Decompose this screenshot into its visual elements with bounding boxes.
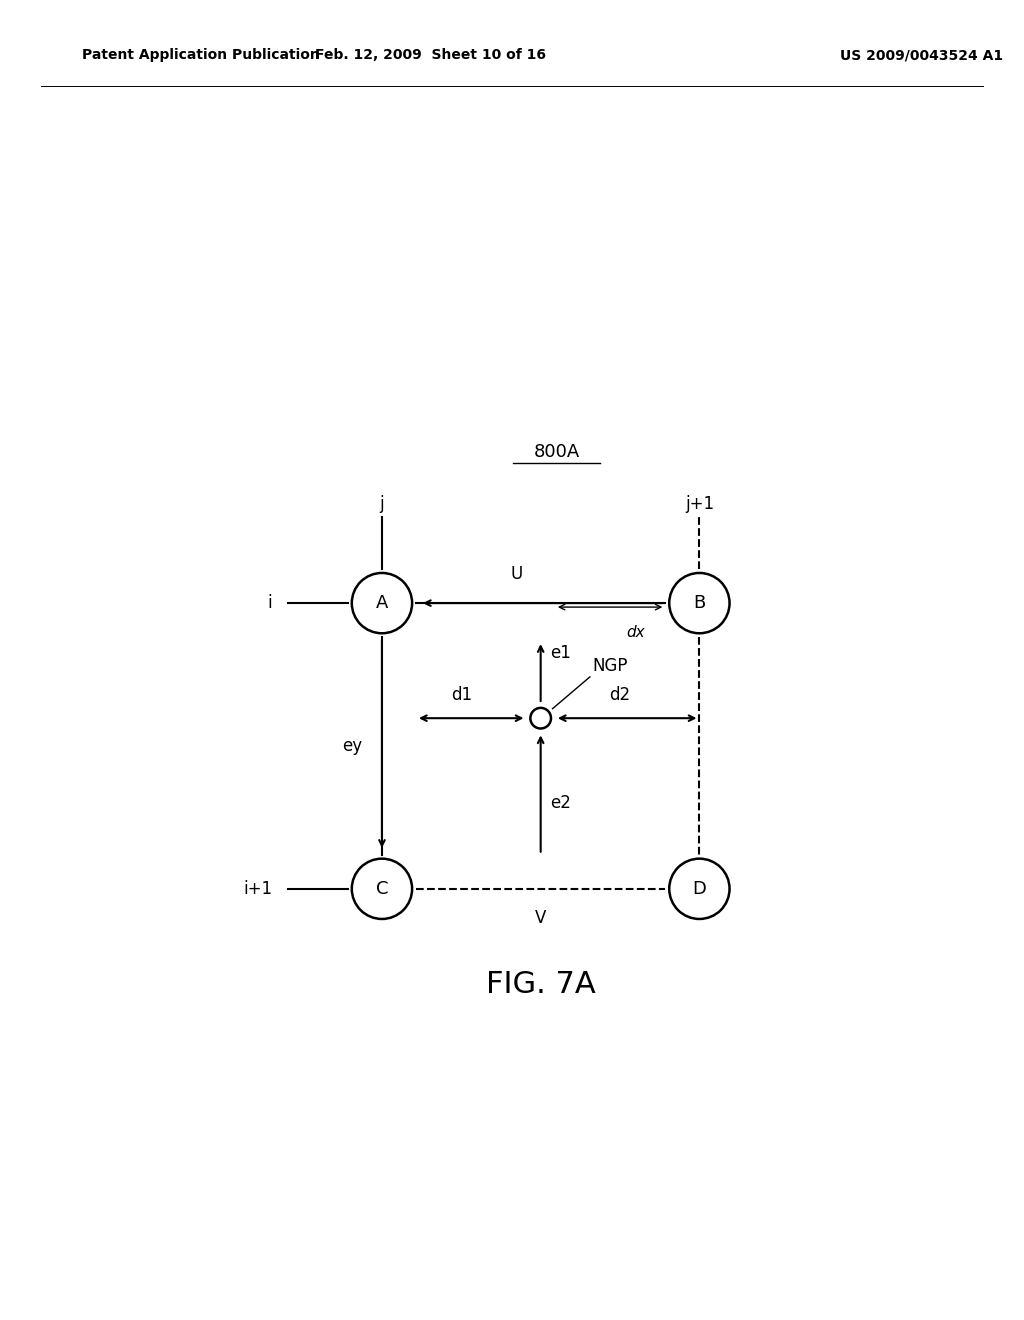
Text: NGP: NGP [592, 656, 628, 675]
Text: dx: dx [627, 626, 645, 640]
Text: B: B [693, 594, 706, 612]
Text: e2: e2 [550, 795, 571, 813]
Text: j+1: j+1 [685, 495, 714, 513]
Text: US 2009/0043524 A1: US 2009/0043524 A1 [840, 49, 1002, 62]
Text: i+1: i+1 [244, 880, 272, 898]
Text: C: C [376, 880, 388, 898]
Text: d2: d2 [609, 686, 631, 704]
Text: j: j [380, 495, 384, 513]
Circle shape [352, 858, 412, 919]
Text: V: V [535, 908, 547, 927]
Text: Feb. 12, 2009  Sheet 10 of 16: Feb. 12, 2009 Sheet 10 of 16 [314, 49, 546, 62]
Text: i: i [268, 594, 272, 612]
Circle shape [670, 573, 729, 634]
Text: Patent Application Publication: Patent Application Publication [82, 49, 319, 62]
Text: D: D [692, 880, 707, 898]
Circle shape [670, 858, 729, 919]
Text: A: A [376, 594, 388, 612]
Text: 800A: 800A [534, 444, 580, 461]
Text: U: U [511, 565, 523, 583]
Text: d1: d1 [451, 686, 472, 704]
Text: FIG. 7A: FIG. 7A [485, 969, 596, 998]
Circle shape [530, 708, 551, 729]
Text: e1: e1 [550, 644, 571, 661]
Circle shape [352, 573, 412, 634]
Text: ey: ey [342, 737, 362, 755]
